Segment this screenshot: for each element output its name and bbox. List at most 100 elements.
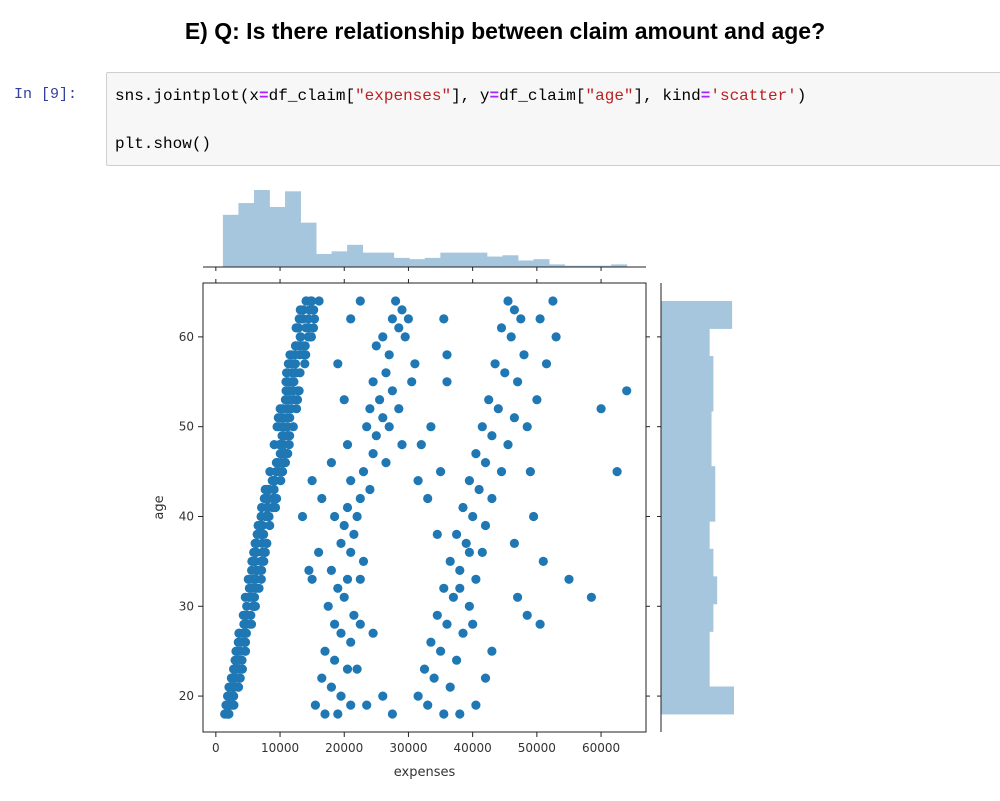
code-token: ], y — [451, 87, 490, 105]
scatter-point — [291, 368, 301, 378]
scatter-point — [464, 476, 474, 486]
scatter-point — [336, 628, 346, 638]
scatter-point — [432, 610, 442, 620]
scatter-point — [439, 583, 449, 593]
scatter-point — [268, 476, 278, 486]
histogram-bar-expenses — [238, 203, 255, 267]
section-heading: E) Q: Is there relationship between clai… — [184, 18, 826, 44]
scatter-point — [532, 395, 542, 405]
scatter-point — [378, 332, 388, 342]
histogram-bar-age — [661, 300, 733, 329]
scatter-point — [249, 547, 259, 558]
scatter-point — [445, 682, 455, 692]
scatter-point — [261, 502, 272, 513]
scatter-point — [289, 377, 299, 387]
scatter-point — [496, 323, 507, 333]
scatter-point — [522, 610, 532, 620]
scatter-point — [247, 565, 257, 576]
scatter-point — [352, 511, 362, 522]
scatter-point — [274, 440, 285, 450]
x-tick-label: 50000 — [518, 741, 556, 755]
histogram-bar-expenses — [393, 257, 410, 267]
scatter-point — [493, 404, 503, 414]
scatter-point — [503, 440, 513, 450]
scatter-point — [509, 305, 519, 315]
scatter-point — [333, 583, 343, 593]
scatter-point — [254, 583, 264, 593]
scatter-point — [397, 305, 407, 315]
histogram-bar-expenses — [300, 222, 317, 267]
scatter-point — [358, 467, 369, 477]
histogram-bar-age — [661, 576, 718, 605]
scatter-point — [368, 449, 378, 459]
code-cell[interactable]: sns.jointplot(x=df_claim["expenses"], y=… — [106, 72, 1000, 166]
scatter-point — [535, 314, 545, 324]
histogram-bar-expenses — [440, 252, 457, 267]
scatter-point — [378, 413, 388, 423]
cell-prompt: In [9]: — [14, 86, 78, 103]
scatter-point — [283, 359, 293, 369]
scatter-point — [464, 547, 474, 558]
x-tick-label: 40000 — [454, 741, 492, 755]
scatter-point — [320, 646, 330, 656]
scatter-point — [362, 422, 372, 432]
scatter-point — [307, 305, 317, 315]
code-token: ], kind — [633, 87, 701, 105]
scatter-point — [257, 529, 267, 540]
scatter-point — [346, 547, 356, 558]
histogram-bar-age — [661, 411, 712, 440]
scatter-point — [260, 547, 270, 558]
scatter-point — [387, 314, 397, 324]
scatter-point — [355, 574, 365, 584]
scatter-point — [394, 404, 404, 414]
scatter-point — [371, 431, 381, 441]
scatter-point — [228, 700, 238, 710]
histogram-bar-age — [661, 328, 710, 357]
scatter-point — [317, 493, 327, 504]
scatter-point — [455, 583, 465, 593]
scatter-point — [368, 628, 378, 638]
scatter-point — [474, 484, 484, 495]
scatter-point — [564, 574, 574, 584]
histogram-bar-expenses — [424, 257, 441, 267]
histogram-bar-age — [661, 658, 710, 687]
x-tick-label: 10000 — [261, 741, 299, 755]
histogram-bar-expenses — [502, 255, 519, 267]
scatter-point — [480, 520, 491, 531]
scatter-point — [516, 314, 526, 324]
scatter-point — [326, 458, 336, 468]
scatter-point — [365, 484, 375, 495]
histogram-bar-expenses — [285, 191, 301, 267]
scatter-point — [487, 646, 497, 656]
scatter-point — [273, 413, 283, 423]
scatter-point — [294, 314, 304, 324]
histogram-bar-expenses — [378, 252, 395, 267]
scatter-point — [423, 493, 433, 504]
scatter-point — [487, 431, 497, 441]
scatter-point — [232, 655, 242, 665]
y-tick-label: 20 — [179, 689, 194, 703]
scatter-point — [352, 664, 362, 674]
histogram-bar-age — [661, 631, 710, 660]
scatter-point — [586, 592, 597, 602]
scatter-point — [426, 422, 436, 432]
scatter-point — [290, 359, 300, 369]
scatter-point — [349, 610, 359, 620]
scatter-point — [471, 700, 481, 710]
scatter-point — [229, 664, 239, 674]
scatter-frame — [202, 282, 647, 733]
scatter-point — [233, 646, 243, 656]
scatter-point — [500, 368, 510, 378]
scatter-point — [323, 601, 333, 611]
scatter-point — [439, 314, 449, 324]
scatter-point — [349, 529, 359, 540]
x-tick-label: 30000 — [389, 741, 427, 755]
scatter-point — [436, 467, 446, 477]
scatter-point — [342, 502, 353, 513]
code-token: df_claim[ — [499, 87, 586, 105]
scatter-point — [253, 520, 263, 531]
scatter-point — [262, 538, 272, 549]
scatter-point — [252, 538, 262, 549]
scatter-point — [439, 709, 449, 719]
